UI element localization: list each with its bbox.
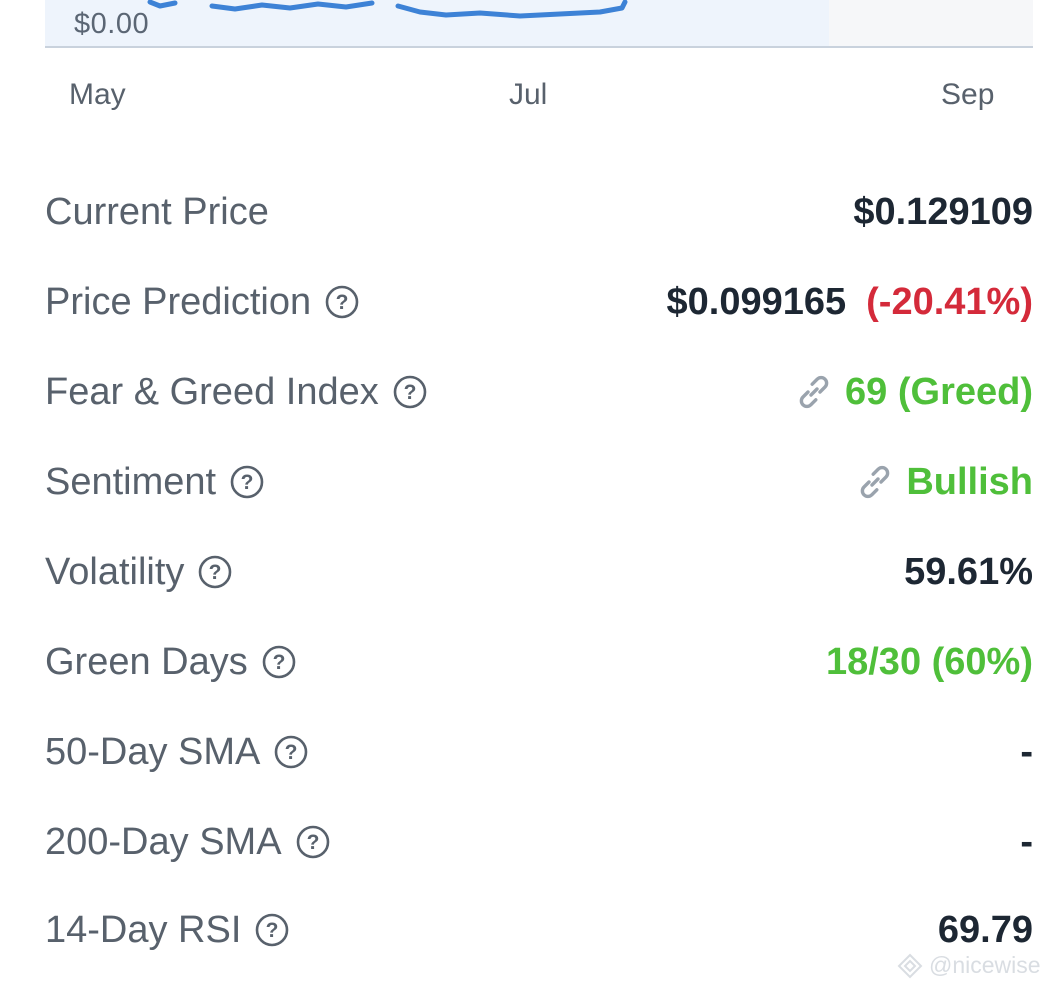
- svg-text:?: ?: [336, 291, 349, 314]
- stat-row-fear-greed: Fear & Greed Index ? 69 (Greed): [45, 362, 1033, 422]
- chart-x-axis-line: [45, 46, 1033, 48]
- sma-200-value: -: [1020, 820, 1033, 863]
- price-prediction-change: (-20.41%): [866, 280, 1033, 323]
- volatility-value: 59.61%: [904, 550, 1033, 593]
- price-chart-area: [45, 0, 1033, 47]
- x-tick-label: May: [69, 78, 126, 111]
- stat-label: Fear & Greed Index ?: [45, 371, 427, 414]
- price-series-line: [147, 0, 628, 19]
- stat-value: -: [1020, 731, 1033, 774]
- svg-text:?: ?: [403, 381, 416, 404]
- stat-label: Volatility ?: [45, 551, 232, 594]
- stat-row-current-price: Current Price $0.129109: [45, 182, 1033, 242]
- stat-label-text: 14-Day RSI: [45, 908, 242, 951]
- stat-row-14-day-rsi: 14-Day RSI ? 69.79: [45, 900, 1033, 960]
- x-tick-label: Sep: [941, 78, 995, 111]
- stat-value: $0.129109: [853, 191, 1033, 234]
- link-icon[interactable]: [854, 461, 896, 503]
- stat-label: Sentiment ?: [45, 461, 264, 504]
- price-prediction-value: $0.099165: [666, 280, 847, 323]
- stat-row-price-prediction: Price Prediction ? $0.099165 (-20.41%): [45, 272, 1033, 332]
- stat-row-volatility: Volatility ? 59.61%: [45, 542, 1033, 602]
- stat-label-text: Price Prediction: [45, 280, 312, 323]
- x-tick-label: Jul: [509, 78, 548, 111]
- stat-label: Green Days ?: [45, 641, 296, 684]
- stat-label-text: Fear & Greed Index: [45, 370, 379, 413]
- help-circle-icon[interactable]: ?: [255, 913, 289, 947]
- link-icon[interactable]: [793, 371, 835, 413]
- fear-greed-value[interactable]: 69 (Greed): [845, 370, 1033, 413]
- stat-label-text: Sentiment: [45, 460, 217, 503]
- stat-label: Price Prediction ?: [45, 281, 359, 324]
- stat-value[interactable]: Bullish: [854, 461, 1033, 504]
- diamond-logo-icon: [897, 953, 923, 978]
- stat-label: 200-Day SMA ?: [45, 821, 330, 864]
- help-circle-icon[interactable]: ?: [198, 555, 232, 589]
- chart-shaded-region: [829, 0, 1033, 47]
- rsi-14-value: 69.79: [937, 908, 1033, 951]
- stat-row-sentiment: Sentiment ? Bullish: [45, 452, 1033, 512]
- help-circle-icon[interactable]: ?: [296, 825, 330, 859]
- stat-value[interactable]: 69 (Greed): [793, 371, 1033, 414]
- stat-value: $0.099165 (-20.41%): [667, 281, 1033, 324]
- stat-row-green-days: Green Days ? 18/30 (60%): [45, 632, 1033, 692]
- stat-label: Current Price: [45, 191, 269, 234]
- help-circle-icon[interactable]: ?: [230, 465, 264, 499]
- stat-label-text: Current Price: [45, 190, 269, 233]
- watermark: @nicewise: [897, 952, 1041, 979]
- sentiment-value[interactable]: Bullish: [906, 460, 1033, 503]
- svg-text:?: ?: [266, 919, 279, 942]
- stat-label-text: Volatility: [45, 550, 185, 593]
- svg-text:?: ?: [209, 561, 222, 584]
- help-circle-icon[interactable]: ?: [274, 735, 308, 769]
- help-circle-icon[interactable]: ?: [393, 375, 427, 409]
- green-days-value: 18/30 (60%): [825, 640, 1033, 683]
- svg-text:?: ?: [272, 651, 285, 674]
- stat-label: 14-Day RSI ?: [45, 909, 289, 952]
- svg-text:?: ?: [241, 471, 254, 494]
- stat-label-text: 200-Day SMA: [45, 820, 282, 863]
- price-chart-line: [147, 0, 628, 19]
- stat-value: 18/30 (60%): [826, 641, 1033, 684]
- stat-row-200-day-sma: 200-Day SMA ? -: [45, 812, 1033, 872]
- stat-label-text: 50-Day SMA: [45, 730, 261, 773]
- svg-text:?: ?: [285, 741, 298, 764]
- stat-row-50-day-sma: 50-Day SMA ? -: [45, 722, 1033, 782]
- help-circle-icon[interactable]: ?: [325, 285, 359, 319]
- watermark-text: @nicewise: [929, 952, 1041, 978]
- current-price-value: $0.129109: [853, 190, 1033, 233]
- y-axis-label: $0.00: [74, 8, 150, 40]
- stat-label: 50-Day SMA ?: [45, 731, 308, 774]
- stat-value: -: [1020, 821, 1033, 864]
- stat-value: 59.61%: [904, 551, 1033, 594]
- stat-value: 69.79: [938, 909, 1033, 952]
- svg-text:?: ?: [306, 831, 319, 854]
- help-circle-icon[interactable]: ?: [262, 645, 296, 679]
- stat-label-text: Green Days: [45, 640, 248, 683]
- sma-50-value: -: [1020, 730, 1033, 773]
